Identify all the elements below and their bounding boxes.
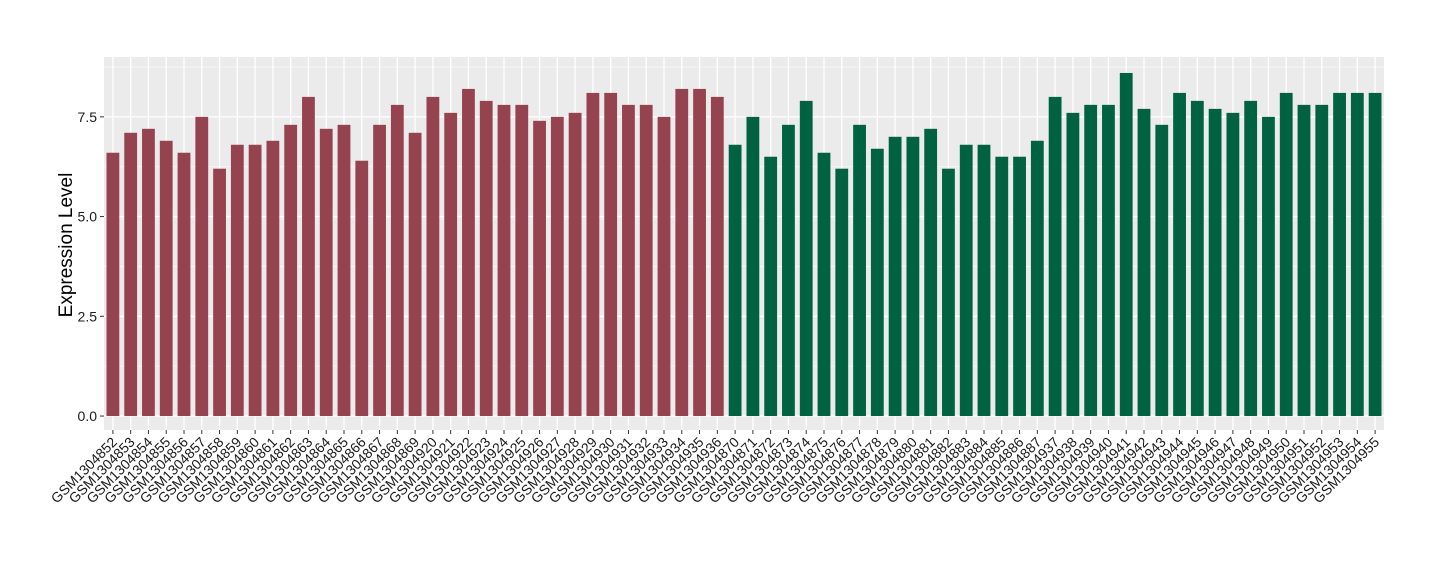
bar-GSM1304864 bbox=[319, 128, 333, 417]
bar-GSM1304873 bbox=[782, 124, 795, 417]
bar-GSM1304866 bbox=[355, 160, 369, 417]
x-axis: GSM1304852GSM1304853GSM1304854GSM1304855… bbox=[48, 430, 1382, 506]
y-tick-label: 2.5 bbox=[78, 308, 98, 324]
y-tick-label: 5.0 bbox=[78, 209, 98, 225]
bar-GSM1304941 bbox=[1119, 72, 1133, 417]
bar-GSM1304881 bbox=[924, 128, 938, 417]
bar-GSM1304940 bbox=[1102, 104, 1115, 417]
bar-GSM1304947 bbox=[1226, 112, 1240, 417]
bar-GSM1304954 bbox=[1350, 92, 1364, 417]
bar-GSM1304883 bbox=[959, 144, 973, 417]
y-tick-label: 7.5 bbox=[78, 109, 98, 125]
bar-GSM1304877 bbox=[853, 124, 866, 417]
bar-GSM1304869 bbox=[408, 132, 422, 417]
bar-GSM1304944 bbox=[1173, 92, 1186, 417]
bar-GSM1304955 bbox=[1368, 92, 1382, 417]
bar-GSM1304953 bbox=[1333, 92, 1346, 417]
bar-GSM1304921 bbox=[444, 112, 458, 417]
bar-GSM1304854 bbox=[142, 128, 155, 417]
bar-GSM1304868 bbox=[390, 104, 404, 417]
bar-GSM1304952 bbox=[1315, 104, 1329, 417]
bar-GSM1304879 bbox=[888, 136, 902, 417]
bar-GSM1304925 bbox=[515, 104, 529, 417]
bar-GSM1304886 bbox=[1013, 156, 1026, 417]
bar-GSM1304931 bbox=[622, 104, 635, 417]
bar-GSM1304927 bbox=[550, 116, 564, 417]
y-axis: 0.0 2.5 5.0 7.5 bbox=[78, 109, 104, 424]
bar-GSM1304863 bbox=[302, 96, 315, 417]
bar-GSM1304930 bbox=[604, 92, 618, 417]
bar-GSM1304884 bbox=[977, 144, 991, 417]
bar-GSM1304948 bbox=[1244, 100, 1258, 417]
bar-GSM1304870 bbox=[728, 144, 742, 417]
bar-GSM1304865 bbox=[337, 124, 351, 417]
bar-GSM1304932 bbox=[639, 104, 653, 417]
bar-GSM1304858 bbox=[213, 168, 226, 417]
bar-GSM1304939 bbox=[1084, 104, 1098, 417]
bar-GSM1304929 bbox=[586, 92, 600, 417]
bar-GSM1304872 bbox=[764, 156, 778, 417]
bar-GSM1304950 bbox=[1279, 92, 1293, 417]
bar-GSM1304943 bbox=[1155, 124, 1169, 417]
bar-GSM1304853 bbox=[124, 132, 138, 417]
bar-GSM1304926 bbox=[533, 120, 546, 417]
bar-GSM1304936 bbox=[710, 96, 724, 417]
bar-GSM1304876 bbox=[835, 168, 849, 417]
bar-GSM1304862 bbox=[284, 124, 298, 417]
bar-GSM1304867 bbox=[373, 124, 386, 417]
bar-GSM1304878 bbox=[870, 148, 884, 417]
bar-GSM1304859 bbox=[230, 144, 244, 417]
bar-GSM1304935 bbox=[693, 88, 706, 417]
bar-GSM1304920 bbox=[426, 96, 440, 417]
bar-GSM1304860 bbox=[248, 144, 262, 417]
bars bbox=[106, 72, 1382, 417]
bar-GSM1304885 bbox=[995, 156, 1009, 417]
bar-GSM1304875 bbox=[817, 152, 831, 417]
bar-GSM1304882 bbox=[942, 168, 955, 417]
bar-GSM1304942 bbox=[1137, 108, 1151, 417]
bar-GSM1304855 bbox=[159, 140, 173, 417]
bar-GSM1304857 bbox=[195, 116, 209, 417]
bar-GSM1304861 bbox=[266, 140, 280, 417]
bar-GSM1304852 bbox=[106, 152, 120, 417]
bar-GSM1304946 bbox=[1208, 108, 1222, 417]
bar-GSM1304887 bbox=[1030, 140, 1044, 417]
bar-GSM1304951 bbox=[1297, 104, 1311, 417]
bar-GSM1304938 bbox=[1066, 112, 1080, 417]
bar-GSM1304871 bbox=[746, 116, 760, 417]
bar-GSM1304922 bbox=[462, 88, 475, 417]
bar-GSM1304924 bbox=[497, 104, 511, 417]
bar-GSM1304949 bbox=[1262, 116, 1275, 417]
bar-GSM1304945 bbox=[1190, 100, 1204, 417]
bar-GSM1304923 bbox=[479, 100, 493, 417]
bar-GSM1304880 bbox=[906, 136, 920, 417]
grid-minor bbox=[104, 66, 1384, 367]
bar-GSM1304933 bbox=[657, 116, 671, 417]
bar-GSM1304928 bbox=[568, 112, 582, 417]
bar-GSM1304937 bbox=[1048, 96, 1062, 417]
y-tick-label: 0.0 bbox=[78, 408, 98, 424]
bar-GSM1304874 bbox=[799, 100, 813, 417]
bar-GSM1304934 bbox=[675, 88, 689, 417]
plot-panel bbox=[104, 57, 1384, 430]
y-axis-title: Expression Level bbox=[56, 173, 77, 318]
bar-GSM1304856 bbox=[177, 152, 191, 417]
